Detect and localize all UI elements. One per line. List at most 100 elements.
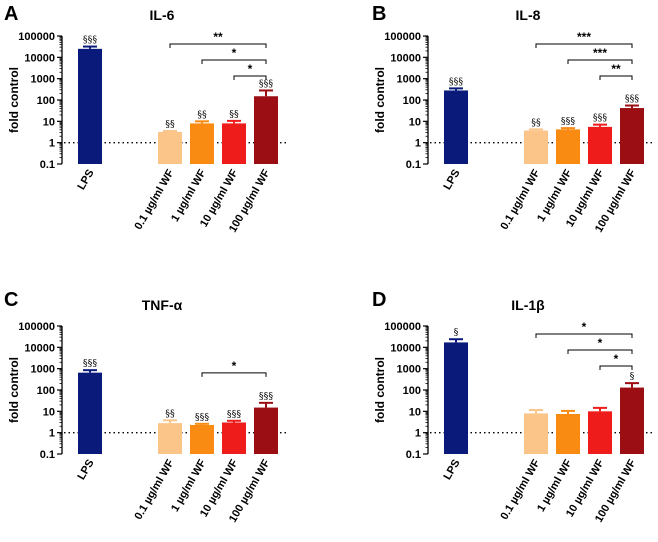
panel-c-bar [158,423,182,454]
panel-b-y-tick-label: 0.1 [406,159,421,171]
panel-a-significance-marker: §§ [229,109,239,120]
panel-b-significance-marker: §§ [531,117,541,128]
panel-a-letter: A [4,3,18,25]
panel-b-y-tick-label: 10000 [390,52,421,64]
panel-a-bar [222,123,246,164]
panel-d-y-tick-label: 0.1 [406,449,421,461]
panel-d-bar [620,387,644,454]
panel-c-bar [254,407,278,454]
panel-a-significance-marker: §§§ [83,35,98,46]
panel-c-y-tick-label: 10000 [24,342,55,354]
panel-d-y-tick-label: 100 [403,385,421,397]
panel-c-significance-marker: §§ [165,408,175,419]
panel-c-comparison-bracket [201,372,267,377]
panel-d-y-tick-label: 1000 [397,364,421,376]
panel-a-bar [78,48,102,164]
panel-a-y-tick-label: 1 [49,138,55,150]
panel-a-comparison-bracket [169,43,267,48]
panel-d-significance-marker: § [630,371,635,382]
panel-b-bar [524,130,548,164]
panel-c-title: TNF-α [142,297,183,313]
panel-a-y-axis-label: fold control [7,67,21,133]
panel-b-significance-marker: §§§ [625,94,640,105]
panel-d-bar [444,342,468,454]
panel-c-significance-marker: §§§ [259,391,274,402]
panel-b-letter: B [372,3,386,25]
panel-b-comparison-label: *** [577,30,591,44]
panel-d-y-axis-label: fold control [373,357,387,423]
panel-d-letter: D [372,289,386,311]
panel-b-y-tick-label: 100000 [384,31,421,43]
panel-b-y-tick-label: 1000 [397,74,421,86]
panel-b-comparison-bracket [599,75,633,80]
panel-b-y-tick-label: 10 [409,116,421,128]
panel-d-bar [556,413,580,454]
panel-a-bar [190,123,214,164]
panel-c-bar [190,424,214,454]
panel-d-title: IL-1β [511,297,545,313]
panel-d-y-tick-label: 1 [415,428,421,440]
panel-b-title: IL-8 [516,7,541,23]
panel-b-significance-marker: §§§ [561,116,576,127]
panel-b-bar [444,90,468,164]
panel-a-title: IL-6 [150,7,175,23]
panel-d-bar [588,411,612,454]
panel-c-bar [78,372,102,454]
panel-d-bar [524,413,548,454]
panel-a-comparison-label: * [248,62,253,76]
panel-a-y-tick-label: 100000 [18,31,55,43]
panel-a-y-tick-label: 10000 [24,52,55,64]
panel-a-y-tick-label: 100 [37,95,55,107]
panel-c-y-tick-label: 100000 [18,321,55,333]
panel-d-comparison-bracket [535,333,633,338]
panel-a-comparison-bracket [233,75,267,80]
panel-a-bar [254,96,278,164]
panel-c-significance-marker: §§§ [227,409,242,420]
panel-c-comparison-label: * [232,359,237,373]
panel-a-y-tick-label: 10 [43,116,55,128]
panel-a-bar [158,131,182,164]
panel-a-comparison-label: * [232,46,237,60]
panel-b-significance-marker: §§§ [593,113,608,124]
panel-b-comparison-label: *** [593,46,607,60]
panel-d-y-tick-label: 10000 [390,342,421,354]
panel-b-comparison-bracket [567,59,633,64]
panel-d-y-tick-label: 100000 [384,321,421,333]
panel-c-letter: C [4,289,18,311]
panel-d-comparison-label: * [582,320,587,334]
panel-b-y-tick-label: 1 [415,138,421,150]
panel-c-y-axis-label: fold control [7,357,21,423]
panel-a-y-tick-label: 0.1 [40,159,55,171]
panel-d-comparison-bracket [599,365,633,370]
panel-c-y-tick-label: 0.1 [40,449,55,461]
panel-b-bar [620,108,644,164]
panel-d-y-tick-label: 10 [409,406,421,418]
panel-b-bar [588,126,612,164]
panel-b-comparison-label: ** [611,62,621,76]
panel-b-comparison-bracket [535,43,633,48]
panel-d-comparison-bracket [567,349,633,354]
panel-c-significance-marker: §§§ [195,412,210,423]
panel-d-comparison-label: * [598,336,603,350]
panel-c-y-tick-label: 100 [37,385,55,397]
panel-d-comparison-label: * [614,352,619,366]
panel-c-y-tick-label: 10 [43,406,55,418]
panel-a-significance-marker: §§ [165,119,175,130]
panel-c-y-tick-label: 1 [49,428,55,440]
panel-b-y-tick-label: 100 [403,95,421,107]
panel-b-y-axis-label: fold control [373,67,387,133]
panel-a-significance-marker: §§§ [259,78,274,89]
panel-c-bar [222,422,246,454]
panel-a-comparison-label: ** [213,30,223,44]
panel-a-significance-marker: §§ [197,109,207,120]
panel-d-significance-marker: § [454,327,459,338]
panel-a-comparison-bracket [201,59,267,64]
panel-d: D IL-1β fold control 0.1 1 10 100 1000 10000 1… [372,289,654,525]
panel-b-bar [556,129,580,164]
panel-a-y-tick-label: 1000 [31,74,55,86]
panel-b-significance-marker: §§§ [449,76,464,87]
panel-c-y-tick-label: 1000 [31,364,55,376]
panel-c-significance-marker: §§§ [83,358,98,369]
